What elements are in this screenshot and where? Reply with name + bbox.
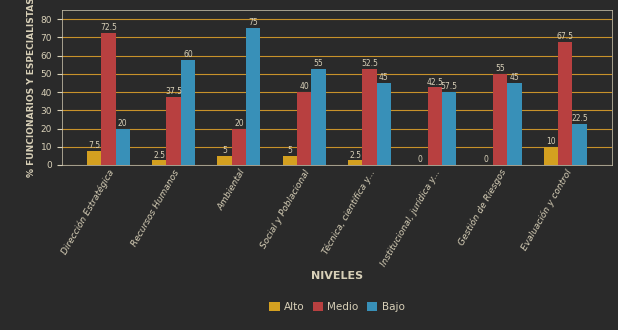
Bar xyxy=(87,151,101,165)
Bar xyxy=(152,160,166,165)
Y-axis label: % FUNCIONARIOS Y ESPECIALISTAS: % FUNCIONARIOS Y ESPECIALISTAS xyxy=(27,0,36,177)
Bar xyxy=(442,92,456,165)
Text: 55: 55 xyxy=(495,64,505,73)
Text: 20: 20 xyxy=(234,118,243,128)
Text: 45: 45 xyxy=(379,73,389,82)
Text: 42.5: 42.5 xyxy=(426,78,443,86)
Bar xyxy=(493,74,507,165)
Bar xyxy=(362,69,376,165)
Text: 5: 5 xyxy=(222,146,227,155)
Bar xyxy=(348,160,362,165)
Text: 52.5: 52.5 xyxy=(361,59,378,68)
Bar xyxy=(116,128,130,165)
Text: 5: 5 xyxy=(287,146,292,155)
Text: 0: 0 xyxy=(483,155,488,164)
Bar xyxy=(101,33,116,165)
Bar xyxy=(544,147,558,165)
Text: 45: 45 xyxy=(509,73,519,82)
Bar xyxy=(232,128,246,165)
Text: 2.5: 2.5 xyxy=(349,150,361,159)
Text: 60: 60 xyxy=(183,50,193,59)
Text: 72.5: 72.5 xyxy=(100,23,117,32)
Bar xyxy=(282,156,297,165)
Bar xyxy=(181,60,195,165)
Text: 37.5: 37.5 xyxy=(165,87,182,96)
Text: 10: 10 xyxy=(546,137,556,146)
Text: 40: 40 xyxy=(299,82,309,91)
Bar xyxy=(507,83,522,165)
Text: 55: 55 xyxy=(314,59,323,68)
X-axis label: NIVELES: NIVELES xyxy=(311,271,363,280)
Text: 2.5: 2.5 xyxy=(153,150,165,159)
Text: 57.5: 57.5 xyxy=(441,82,457,91)
Text: 0: 0 xyxy=(418,155,423,164)
Text: 67.5: 67.5 xyxy=(557,32,574,41)
Bar xyxy=(558,42,572,165)
Bar xyxy=(572,124,587,165)
Bar xyxy=(297,92,311,165)
Text: 22.5: 22.5 xyxy=(571,114,588,123)
Bar xyxy=(218,156,232,165)
Text: 75: 75 xyxy=(248,18,258,27)
Bar xyxy=(166,97,181,165)
Text: 7.5: 7.5 xyxy=(88,141,100,150)
Bar xyxy=(376,83,391,165)
Bar xyxy=(246,28,260,165)
Bar xyxy=(428,87,442,165)
Legend: Alto, Medio, Bajo: Alto, Medio, Bajo xyxy=(265,297,408,316)
Text: 20: 20 xyxy=(118,118,127,128)
Bar xyxy=(311,69,326,165)
